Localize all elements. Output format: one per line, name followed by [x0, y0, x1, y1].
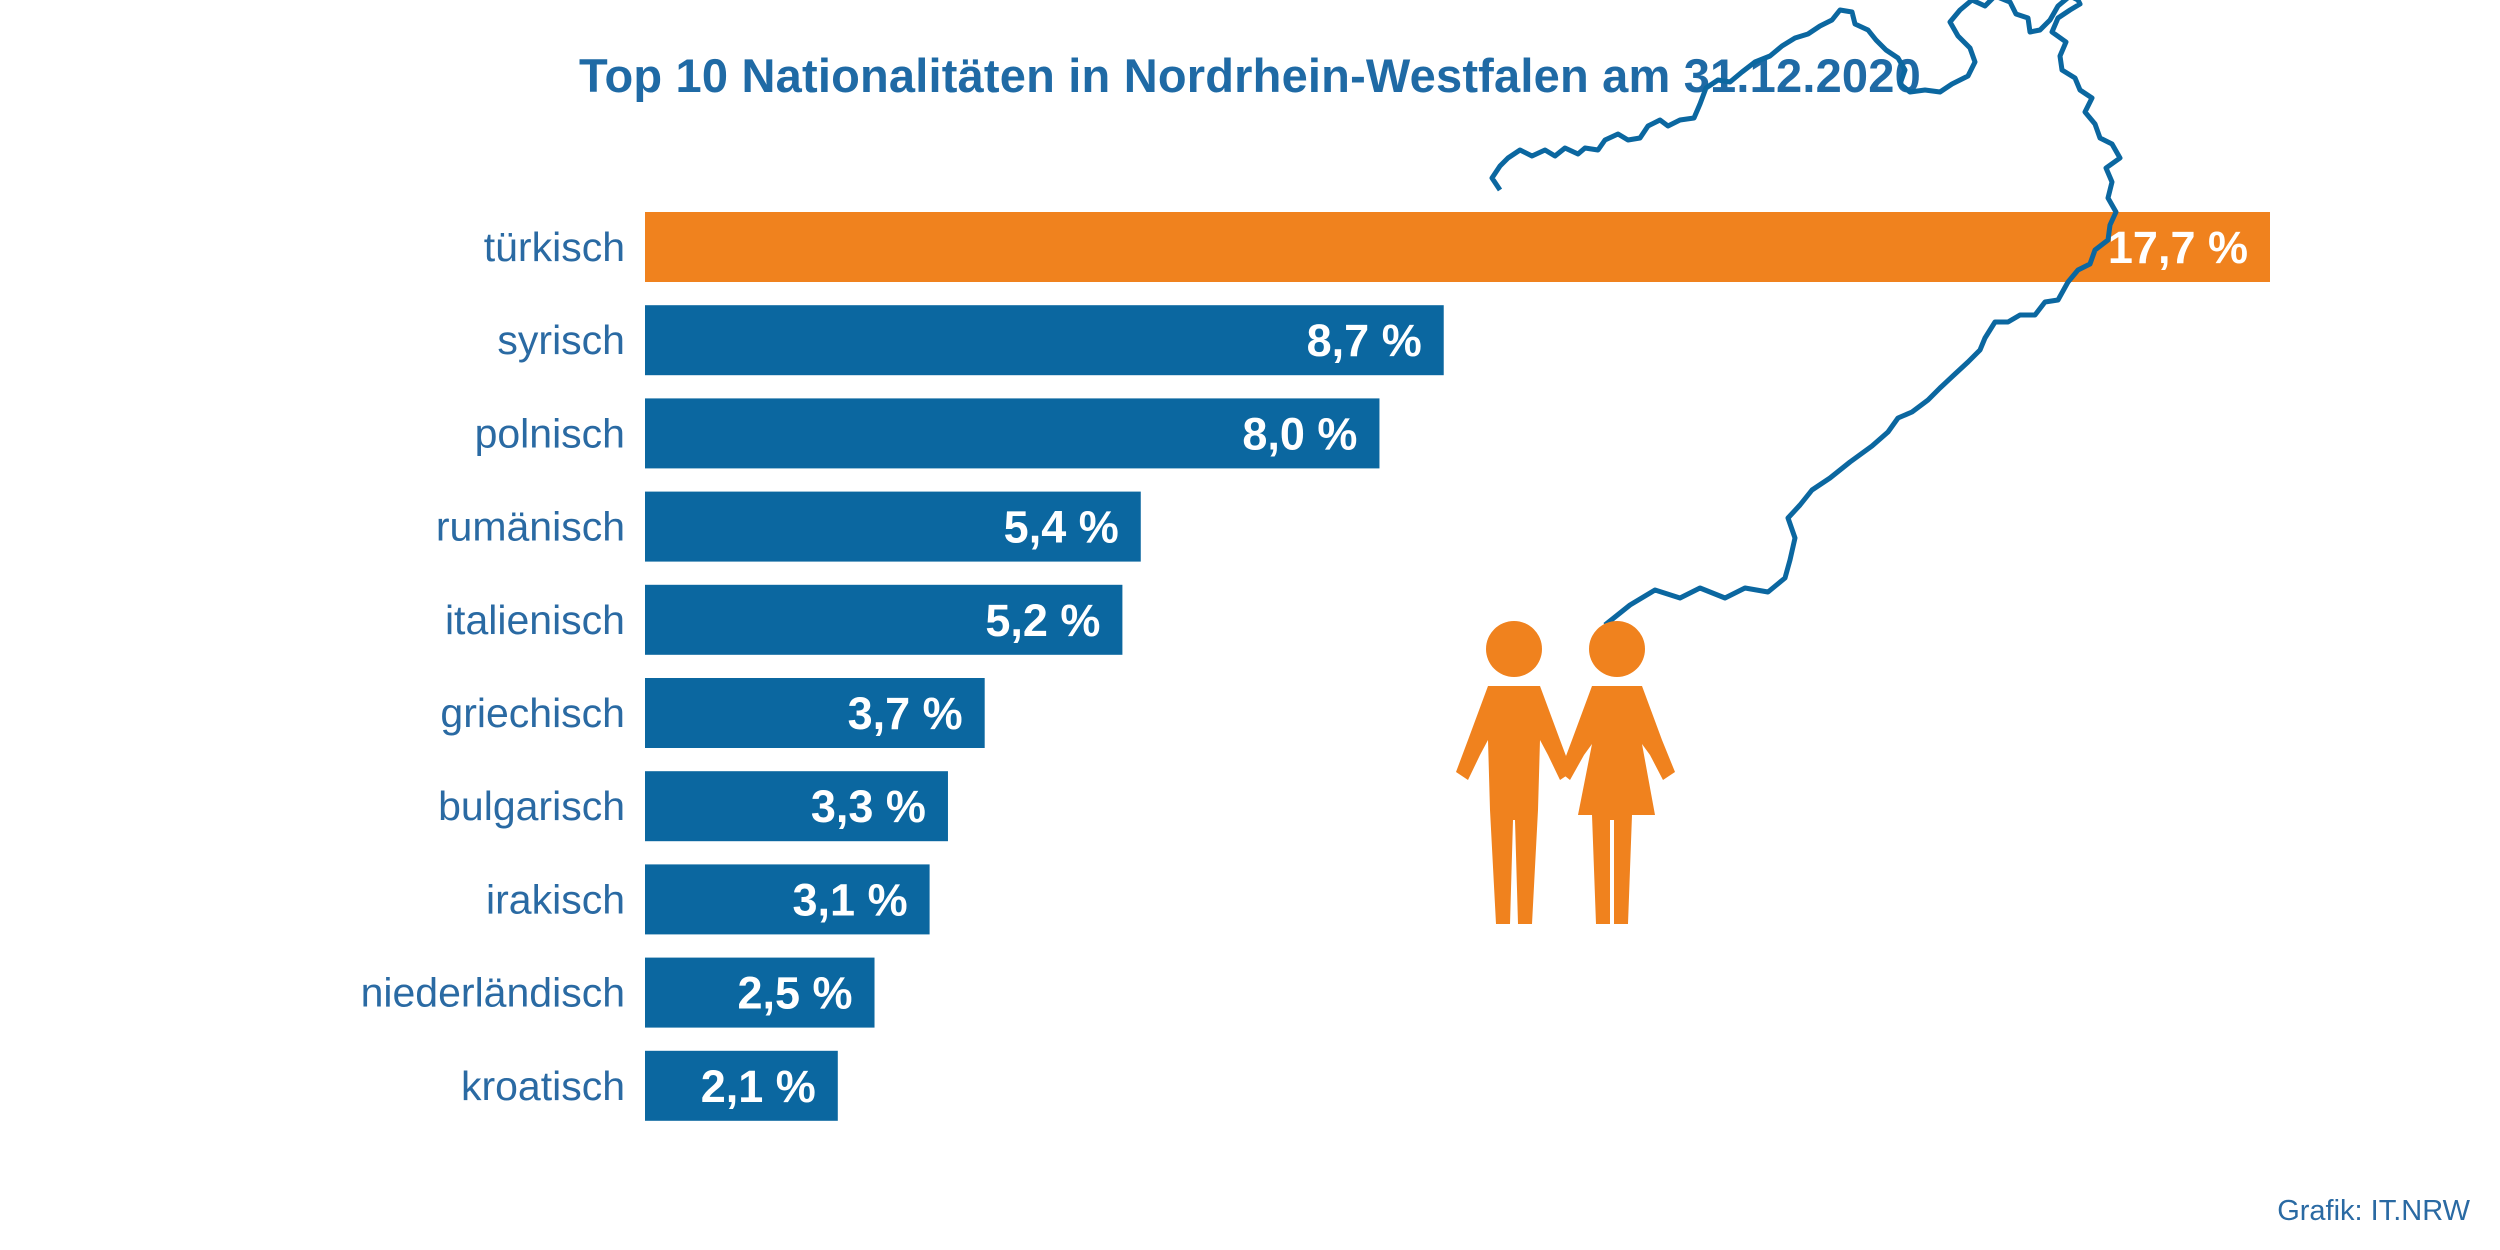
source-note: Grafik: IT.NRW: [2277, 1195, 2470, 1227]
category-label: rumänisch: [436, 504, 625, 550]
bar-7: [645, 771, 948, 842]
bars-group: türkisch 17,7 % syrisch 8,7 % polnisch 8,0 % r…: [361, 212, 2270, 1121]
chart-title: Top 10 Nationalitäten in Nordrhein-Westf…: [579, 49, 1921, 102]
category-label: griechisch: [440, 690, 625, 736]
value-label: 3,3 %: [811, 781, 926, 832]
value-label: 3,1 %: [793, 874, 908, 925]
nrw-map-outline: [1489, 0, 2123, 627]
bar-6: [645, 678, 985, 748]
people-icon: [1456, 621, 1675, 924]
bar-1: [645, 212, 2270, 282]
bar-9: [645, 957, 875, 1028]
value-label: 17,7 %: [2108, 222, 2248, 273]
category-label: polnisch: [475, 410, 625, 456]
bar-3: [645, 398, 1380, 469]
category-label: niederländisch: [361, 970, 625, 1016]
value-label: 5,4 %: [1004, 502, 1119, 553]
category-label: bulgarisch: [438, 783, 625, 829]
category-label: kroatisch: [461, 1063, 625, 1109]
value-label: 5,2 %: [985, 595, 1100, 646]
bar-10: [645, 1050, 838, 1121]
category-label: irakisch: [486, 876, 625, 922]
value-label: 3,7 %: [848, 688, 963, 739]
bar-5: [645, 584, 1123, 655]
bar-2: [645, 305, 1444, 376]
category-label: syrisch: [497, 317, 625, 363]
value-label: 2,1 %: [701, 1061, 816, 1112]
value-label: 2,5 %: [737, 968, 852, 1019]
bar-8: [645, 864, 930, 935]
bar-4: [645, 491, 1141, 562]
category-label: türkisch: [484, 224, 625, 270]
value-label: 8,0 %: [1242, 408, 1357, 459]
category-label: italienisch: [445, 597, 625, 643]
value-label: 8,7 %: [1307, 315, 1422, 366]
